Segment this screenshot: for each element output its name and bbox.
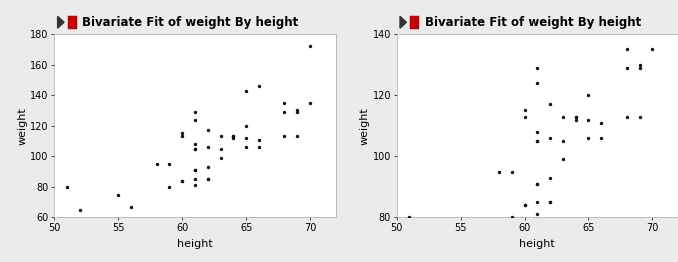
Point — [544, 176, 555, 180]
Point — [254, 137, 264, 141]
Point — [254, 145, 264, 149]
Point — [75, 208, 85, 212]
Point — [596, 121, 607, 125]
Point — [583, 136, 594, 140]
Point — [532, 130, 543, 134]
Point — [557, 139, 568, 143]
Point — [113, 192, 123, 196]
Point — [190, 168, 201, 172]
Point — [544, 102, 555, 106]
Point — [404, 215, 415, 220]
Point — [279, 101, 290, 105]
Point — [215, 147, 226, 151]
Point — [228, 134, 239, 139]
Text: Bivariate Fit of weight By height: Bivariate Fit of weight By height — [424, 16, 641, 29]
Point — [519, 203, 530, 207]
Point — [583, 93, 594, 97]
Point — [279, 110, 290, 114]
Point — [634, 63, 645, 67]
Y-axis label: weight: weight — [360, 107, 370, 145]
Point — [241, 136, 252, 140]
Point — [596, 136, 607, 140]
Point — [241, 145, 252, 149]
Point — [279, 134, 290, 139]
Point — [570, 114, 581, 119]
Point — [622, 114, 633, 119]
Point — [202, 128, 213, 133]
Point — [190, 177, 201, 181]
Text: Bivariate Fit of weight By height: Bivariate Fit of weight By height — [83, 16, 298, 29]
Point — [177, 134, 188, 139]
Point — [202, 145, 213, 149]
Point — [215, 156, 226, 160]
Point — [544, 200, 555, 204]
Point — [292, 110, 302, 114]
Point — [202, 165, 213, 169]
Point — [292, 108, 302, 113]
Point — [532, 139, 543, 143]
Point — [190, 147, 201, 151]
Point — [557, 157, 568, 161]
Point — [292, 134, 302, 139]
Point — [532, 182, 543, 186]
Point — [532, 200, 543, 204]
Point — [125, 205, 136, 209]
Y-axis label: weight: weight — [18, 107, 27, 145]
Point — [190, 147, 201, 151]
Point — [190, 168, 201, 172]
X-axis label: height: height — [519, 239, 555, 249]
Point — [177, 131, 188, 135]
Polygon shape — [400, 16, 407, 28]
Point — [215, 134, 226, 139]
Point — [177, 179, 188, 183]
Polygon shape — [58, 16, 64, 28]
Point — [622, 66, 633, 70]
Point — [634, 66, 645, 70]
Point — [532, 81, 543, 85]
Point — [190, 118, 201, 122]
Point — [532, 182, 543, 186]
Point — [519, 203, 530, 207]
Point — [532, 66, 543, 70]
Point — [304, 44, 315, 48]
Point — [532, 212, 543, 216]
Point — [634, 114, 645, 119]
Point — [544, 200, 555, 204]
Point — [506, 170, 517, 174]
Point — [519, 114, 530, 119]
Point — [62, 185, 73, 189]
Point — [519, 108, 530, 113]
Point — [647, 47, 658, 51]
Point — [544, 136, 555, 140]
X-axis label: height: height — [177, 239, 213, 249]
Point — [304, 101, 315, 105]
Point — [190, 183, 201, 188]
Point — [622, 47, 633, 51]
Point — [151, 162, 162, 166]
Point — [583, 118, 594, 122]
Point — [202, 177, 213, 181]
Point — [254, 84, 264, 88]
Bar — [410, 16, 419, 29]
Point — [190, 110, 201, 114]
Point — [570, 118, 581, 122]
Bar — [68, 16, 77, 29]
Point — [494, 170, 504, 174]
Point — [164, 185, 175, 189]
Point — [532, 139, 543, 143]
Point — [164, 162, 175, 166]
Point — [190, 142, 201, 146]
Point — [177, 179, 188, 183]
Point — [557, 114, 568, 119]
Point — [241, 124, 252, 128]
Point — [241, 89, 252, 93]
Point — [228, 134, 239, 139]
Point — [228, 136, 239, 140]
Point — [570, 114, 581, 119]
Point — [506, 215, 517, 220]
Point — [202, 177, 213, 181]
